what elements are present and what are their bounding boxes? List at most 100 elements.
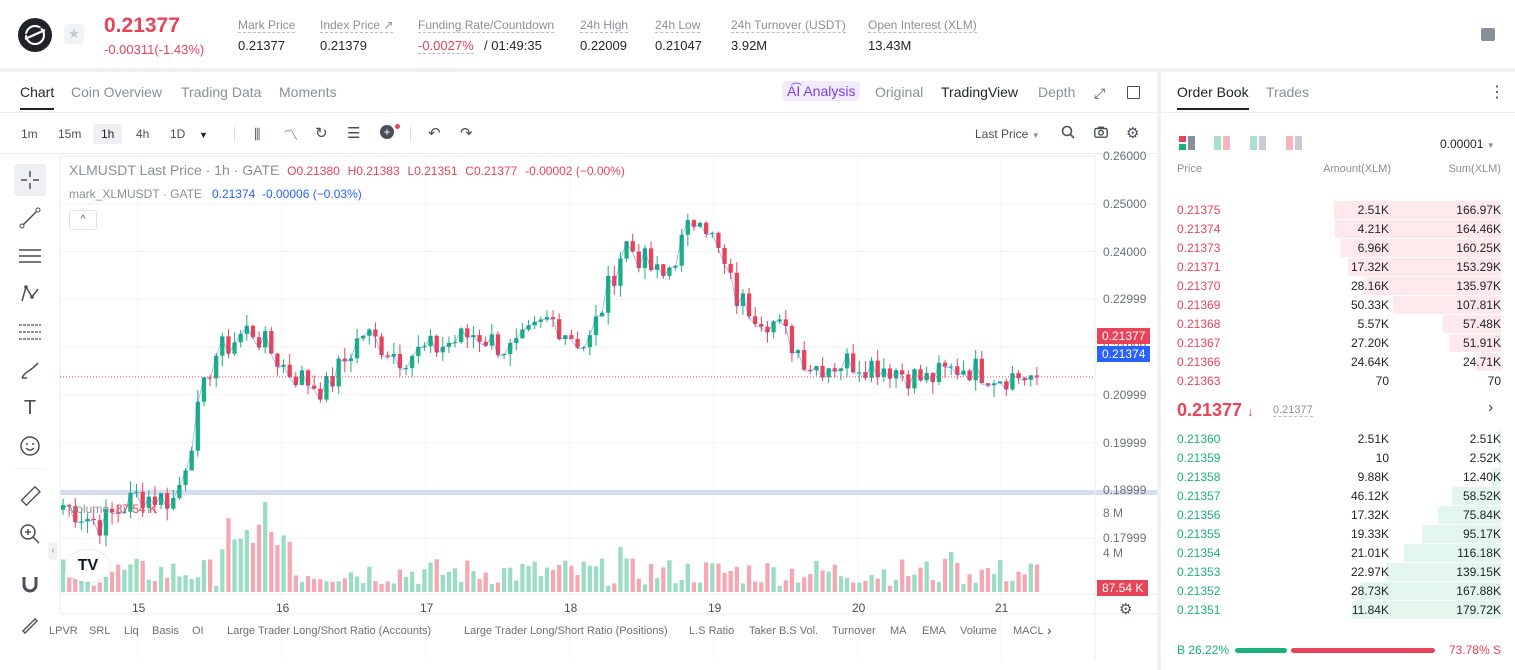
timeframe-dropdown-icon[interactable]: ▼ xyxy=(199,130,208,140)
indicators-next-icon[interactable]: › xyxy=(1047,622,1052,638)
ask-row[interactable]: 0.21366 24.64K 24.71K xyxy=(1161,352,1515,371)
indicator-tab[interactable]: OI xyxy=(192,625,204,637)
tab-chart[interactable]: Chart xyxy=(20,84,55,110)
bid-row[interactable]: 0.21358 9.88K 12.40K xyxy=(1161,467,1515,486)
indicator-tab[interactable]: Large Trader Long/Short Ratio (Accounts) xyxy=(227,625,432,637)
volume-bar xyxy=(550,569,556,592)
layout-alt-icon[interactable] xyxy=(1214,136,1230,153)
ruler-tool-icon[interactable] xyxy=(14,480,46,512)
tab-trades[interactable]: Trades xyxy=(1266,84,1310,100)
candle-body xyxy=(826,368,831,378)
settings-gear-icon[interactable]: ⚙ xyxy=(1126,125,1140,142)
volume-bar xyxy=(226,518,231,592)
pattern-tool-icon[interactable] xyxy=(14,278,46,310)
ask-row[interactable]: 0.21374 4.21K 164.46K xyxy=(1161,219,1515,238)
zoom-tool-icon[interactable] xyxy=(14,518,46,550)
emoji-tool-icon[interactable] xyxy=(14,430,46,462)
indicator-tab[interactable]: Turnover xyxy=(832,625,876,637)
tab-trading-data[interactable]: Trading Data xyxy=(181,84,262,100)
legend-collapse-button[interactable]: ^ xyxy=(69,210,97,230)
tab-order-book[interactable]: Order Book xyxy=(1177,84,1249,110)
add-indicator-icon[interactable]: + xyxy=(380,125,394,139)
candle-body xyxy=(704,222,709,234)
row-amount: 28.73K xyxy=(1350,584,1389,598)
timeframe-1h[interactable]: 1h xyxy=(93,124,123,144)
ask-row[interactable]: 0.21363 70 70 xyxy=(1161,371,1515,390)
bid-row[interactable]: 0.21356 17.32K 75.84K xyxy=(1161,505,1515,524)
book-icon[interactable] xyxy=(1481,28,1495,41)
redo-icon[interactable]: ↷ xyxy=(460,125,473,142)
expand-icon[interactable]: ⤢ xyxy=(1094,85,1106,101)
bid-row[interactable]: 0.21354 21.01K 116.18K xyxy=(1161,543,1515,562)
ask-row[interactable]: 0.21367 27.20K 51.91K xyxy=(1161,333,1515,352)
window-icon[interactable] xyxy=(1127,86,1140,99)
view-tradingview[interactable]: TradingView xyxy=(941,84,1019,100)
undo-icon[interactable]: ↶ xyxy=(428,125,441,142)
indicator-tab[interactable]: Basis xyxy=(152,625,179,637)
timeframe-1D[interactable]: 1D xyxy=(170,127,186,141)
timeframe-4h[interactable]: 4h xyxy=(136,127,150,141)
magnet-tool-icon[interactable] xyxy=(14,568,46,600)
chevron-right-icon[interactable]: › xyxy=(1488,399,1494,416)
candle-type-icon[interactable]: ⫼ xyxy=(254,126,261,142)
indicators-icon[interactable]: 〽 xyxy=(284,127,298,143)
indicator-tab[interactable]: LPVR xyxy=(49,625,78,637)
indicator-tab[interactable]: Liq xyxy=(124,625,139,637)
camera-icon[interactable] xyxy=(1094,126,1108,138)
bid-row[interactable]: 0.21360 2.51K 2.51K xyxy=(1161,429,1515,448)
timeframe-1m[interactable]: 1m xyxy=(21,127,38,141)
ai-analysis-button[interactable]: A͡I Analysis xyxy=(782,81,861,101)
indicator-tab[interactable]: EMA xyxy=(922,625,946,637)
bid-row[interactable]: 0.21352 28.73K 167.88K xyxy=(1161,581,1515,600)
tab-coin-overview[interactable]: Coin Overview xyxy=(71,84,163,100)
favorite-star-icon[interactable]: ★ xyxy=(64,24,84,44)
volume-bar xyxy=(354,576,360,592)
volume-bar xyxy=(642,584,648,592)
horizontal-lines-tool-icon[interactable] xyxy=(14,240,46,272)
price-type-select[interactable]: Last Price ▼ xyxy=(975,127,1040,141)
layout-both-icon[interactable] xyxy=(1179,136,1195,153)
trend-line-tool-icon[interactable] xyxy=(14,202,46,234)
layout-bids-icon[interactable] xyxy=(1250,136,1266,153)
volume-bar xyxy=(177,576,182,592)
fib-tool-icon[interactable] xyxy=(14,316,46,348)
pencil-lock-tool-icon[interactable] xyxy=(14,608,46,640)
candle-body xyxy=(336,358,341,387)
ask-row[interactable]: 0.21375 2.51K 166.97K xyxy=(1161,200,1515,219)
indicator-tab[interactable]: SRL xyxy=(89,625,111,637)
search-icon[interactable] xyxy=(1061,125,1075,139)
collapse-toolbar-icon[interactable]: ‹ xyxy=(48,542,58,560)
precision-select[interactable]: 0.00001 ▼ xyxy=(1440,137,1495,151)
brush-tool-icon[interactable] xyxy=(14,354,46,386)
indicator-tab[interactable]: Volume xyxy=(960,625,997,637)
candle-body xyxy=(189,450,194,471)
bid-row[interactable]: 0.21355 19.33K 95.17K xyxy=(1161,524,1515,543)
candle-body xyxy=(753,316,758,324)
ask-row[interactable]: 0.21370 28.16K 135.97K xyxy=(1161,276,1515,295)
list-icon[interactable]: ☰ xyxy=(347,125,361,142)
indicator-tab[interactable]: Large Trader Long/Short Ratio (Positions… xyxy=(464,625,668,637)
ask-row[interactable]: 0.21368 5.57K 57.48K xyxy=(1161,314,1515,333)
ask-row[interactable]: 0.21371 17.32K 153.29K xyxy=(1161,257,1515,276)
ask-row[interactable]: 0.21369 50.33K 107.81K xyxy=(1161,295,1515,314)
bid-row[interactable]: 0.21357 46.12K 58.52K xyxy=(1161,486,1515,505)
view-depth[interactable]: Depth xyxy=(1038,84,1076,100)
refresh-icon[interactable]: ↻ xyxy=(315,125,328,142)
bid-row[interactable]: 0.21351 11.84K 179.72K xyxy=(1161,600,1515,619)
timeframe-15m[interactable]: 15m xyxy=(58,127,82,141)
indicator-tab[interactable]: MA xyxy=(890,625,907,637)
view-original[interactable]: Original xyxy=(875,84,924,100)
text-tool-icon[interactable]: T xyxy=(23,396,37,419)
layout-asks-icon[interactable] xyxy=(1286,136,1302,153)
crosshair-tool-icon[interactable] xyxy=(14,164,46,196)
indicator-tab[interactable]: L.S Ratio xyxy=(689,625,735,637)
time-axis-settings-icon[interactable]: ⚙ xyxy=(1119,601,1133,618)
ask-row[interactable]: 0.21373 6.96K 160.25K xyxy=(1161,238,1515,257)
bid-row[interactable]: 0.21359 10 2.52K xyxy=(1161,448,1515,467)
bid-row[interactable]: 0.21353 22.97K 139.15K xyxy=(1161,562,1515,581)
more-options-icon[interactable]: ⋮ xyxy=(1489,84,1505,101)
indicator-tab[interactable]: Taker B.S Vol. xyxy=(749,625,819,637)
row-amount: 4.21K xyxy=(1357,222,1389,236)
indicator-tab[interactable]: MACL xyxy=(1013,625,1044,637)
tab-moments[interactable]: Moments xyxy=(279,84,337,100)
